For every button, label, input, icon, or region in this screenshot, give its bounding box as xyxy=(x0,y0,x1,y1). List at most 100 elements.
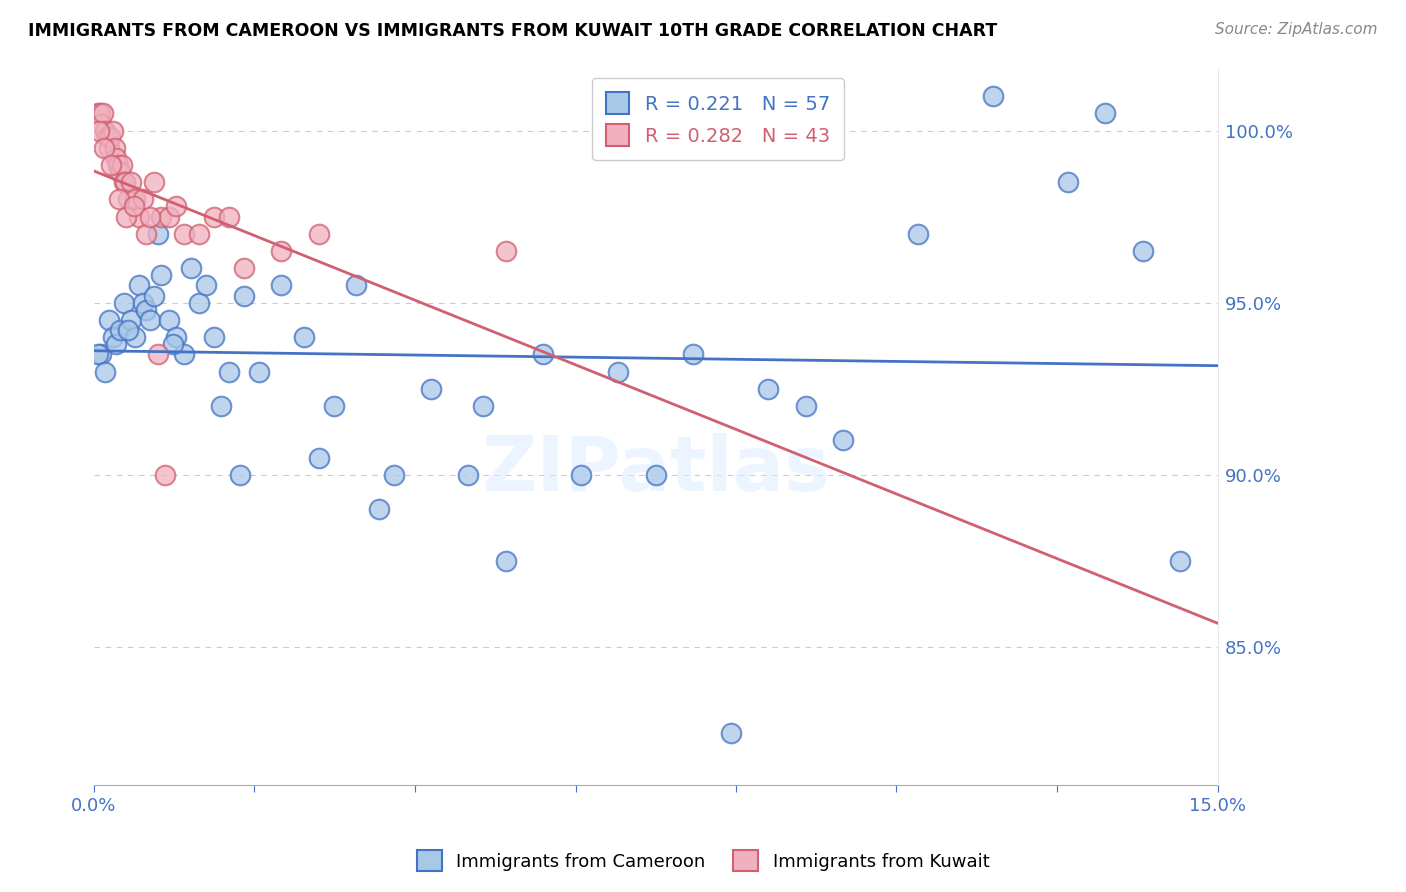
Point xyxy=(232,289,254,303)
Point xyxy=(139,313,162,327)
Point xyxy=(569,467,592,482)
Point xyxy=(90,347,112,361)
Point xyxy=(107,158,129,172)
Point xyxy=(157,313,180,327)
Point xyxy=(135,302,157,317)
Point xyxy=(981,89,1004,103)
Point xyxy=(720,726,742,740)
Point xyxy=(382,467,405,482)
Point xyxy=(108,165,131,179)
Point xyxy=(150,210,173,224)
Point xyxy=(89,123,111,137)
Point xyxy=(644,467,666,482)
Point xyxy=(124,330,146,344)
Point xyxy=(322,399,344,413)
Text: Source: ZipAtlas.com: Source: ZipAtlas.com xyxy=(1215,22,1378,37)
Point xyxy=(180,261,202,276)
Point xyxy=(112,295,135,310)
Point xyxy=(115,210,138,224)
Point xyxy=(1168,554,1191,568)
Point xyxy=(105,151,128,165)
Point xyxy=(173,227,195,241)
Point xyxy=(104,141,127,155)
Point xyxy=(229,467,252,482)
Point xyxy=(420,382,443,396)
Point xyxy=(247,365,270,379)
Text: IMMIGRANTS FROM CAMEROON VS IMMIGRANTS FROM KUWAIT 10TH GRADE CORRELATION CHART: IMMIGRANTS FROM CAMEROON VS IMMIGRANTS F… xyxy=(28,22,997,40)
Point xyxy=(105,337,128,351)
Point xyxy=(117,193,139,207)
Point xyxy=(187,227,209,241)
Point xyxy=(157,210,180,224)
Point xyxy=(218,210,240,224)
Point xyxy=(142,175,165,189)
Point xyxy=(111,158,134,172)
Point xyxy=(308,450,330,465)
Point xyxy=(97,141,120,155)
Point xyxy=(120,175,142,189)
Point xyxy=(146,347,169,361)
Point xyxy=(202,210,225,224)
Point xyxy=(94,365,117,379)
Point xyxy=(86,347,108,361)
Point xyxy=(232,261,254,276)
Point xyxy=(495,554,517,568)
Point xyxy=(1132,244,1154,258)
Point xyxy=(91,106,114,120)
Point xyxy=(131,193,153,207)
Point xyxy=(195,278,218,293)
Point xyxy=(108,323,131,337)
Point xyxy=(114,175,136,189)
Point xyxy=(124,193,146,207)
Point xyxy=(93,141,115,155)
Point xyxy=(187,295,209,310)
Point xyxy=(270,278,292,293)
Point xyxy=(162,337,184,351)
Point xyxy=(86,106,108,120)
Point xyxy=(270,244,292,258)
Legend: Immigrants from Cameroon, Immigrants from Kuwait: Immigrants from Cameroon, Immigrants fro… xyxy=(409,843,997,879)
Point xyxy=(531,347,554,361)
Point xyxy=(139,210,162,224)
Point xyxy=(218,365,240,379)
Point xyxy=(150,268,173,282)
Point xyxy=(131,295,153,310)
Point xyxy=(682,347,704,361)
Point xyxy=(101,123,124,137)
Point xyxy=(153,467,176,482)
Point xyxy=(607,365,630,379)
Point xyxy=(120,313,142,327)
Point xyxy=(146,227,169,241)
Point xyxy=(367,502,389,516)
Point xyxy=(117,323,139,337)
Point xyxy=(142,289,165,303)
Point xyxy=(495,244,517,258)
Point xyxy=(457,467,479,482)
Point xyxy=(122,199,145,213)
Point xyxy=(472,399,495,413)
Point xyxy=(96,130,118,145)
Point xyxy=(1094,106,1116,120)
Point xyxy=(128,278,150,293)
Point xyxy=(128,210,150,224)
Point xyxy=(209,399,232,413)
Point xyxy=(165,199,187,213)
Point xyxy=(1056,175,1078,189)
Point xyxy=(202,330,225,344)
Point xyxy=(907,227,929,241)
Point xyxy=(756,382,779,396)
Point xyxy=(94,123,117,137)
Point xyxy=(97,313,120,327)
Point xyxy=(100,130,122,145)
Point xyxy=(107,193,129,207)
Text: ZIPatlas: ZIPatlas xyxy=(481,433,830,507)
Point xyxy=(173,347,195,361)
Point xyxy=(89,106,111,120)
Point xyxy=(292,330,315,344)
Point xyxy=(101,330,124,344)
Point xyxy=(832,434,855,448)
Point xyxy=(135,227,157,241)
Point xyxy=(90,117,112,131)
Legend: R = 0.221   N = 57, R = 0.282   N = 43: R = 0.221 N = 57, R = 0.282 N = 43 xyxy=(592,78,844,160)
Point xyxy=(794,399,817,413)
